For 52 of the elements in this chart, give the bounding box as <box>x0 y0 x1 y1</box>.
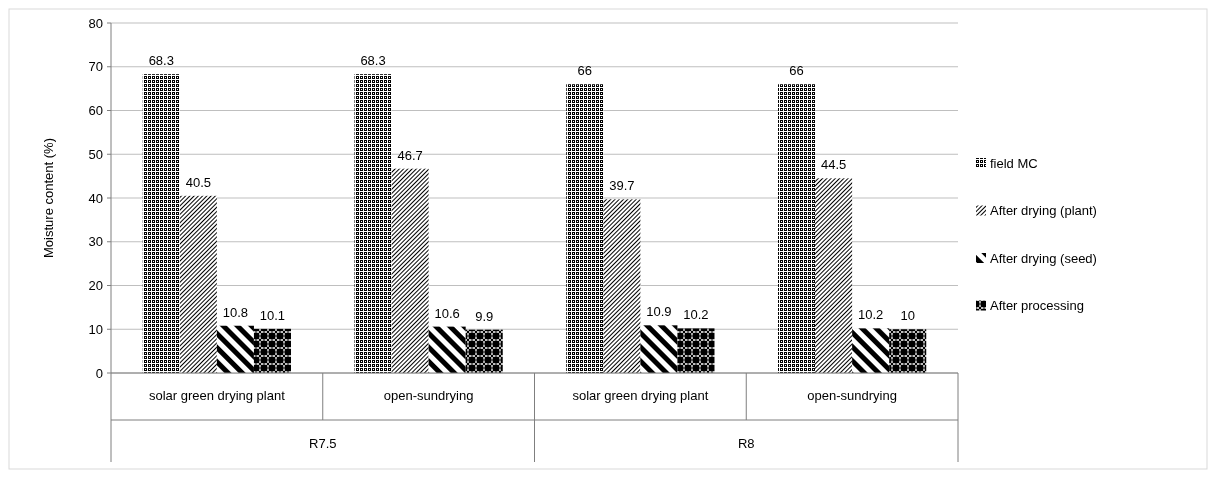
y-tick-label: 0 <box>95 365 103 381</box>
bar <box>465 329 503 373</box>
bar <box>354 74 392 373</box>
legend-label: After drying (plant) <box>990 203 1097 219</box>
data-label: 39.7 <box>609 178 635 194</box>
text: R7.5 <box>309 436 337 451</box>
data-label: 46.7 <box>397 147 423 163</box>
y-tick-label: 80 <box>88 15 103 31</box>
text: R8 <box>737 436 755 451</box>
bar <box>677 328 715 373</box>
bar <box>640 325 678 373</box>
y-tick-label: 20 <box>88 278 103 294</box>
bar <box>216 325 254 373</box>
data-label: 66 <box>789 63 804 79</box>
bar <box>428 326 466 373</box>
legend-label: After processing <box>990 298 1084 314</box>
x-tick-label: open-sundrying <box>383 388 474 403</box>
y-axis-title: Moisture content (%) <box>41 138 56 258</box>
bar <box>852 328 890 373</box>
bar <box>253 328 291 373</box>
y-tick-label: 40 <box>88 190 103 206</box>
data-label: 68.3 <box>148 53 174 69</box>
data-label: 10.2 <box>683 307 709 323</box>
y-tick-label: 60 <box>88 103 103 119</box>
y-tick-label: 30 <box>88 234 103 250</box>
data-label: 10.8 <box>222 304 249 320</box>
bar <box>179 195 217 373</box>
bar <box>815 178 853 373</box>
x-tick-label: solar green drying plant <box>148 388 286 403</box>
data-label: 66 <box>577 63 593 79</box>
bar <box>603 199 641 373</box>
legend-label: field MC <box>990 155 1038 171</box>
x-tick-label: open-sundrying <box>807 388 897 403</box>
data-label: 44.5 <box>820 157 847 173</box>
bar <box>566 84 604 373</box>
bar <box>889 329 927 373</box>
data-label: 68.3 <box>360 53 386 69</box>
data-label: 10.6 <box>434 305 460 321</box>
legend-label: After drying (seed) <box>990 250 1097 266</box>
y-tick-label: 50 <box>88 146 103 162</box>
bar <box>391 168 429 373</box>
y-tick-label: 70 <box>88 59 103 75</box>
data-label: 9.9 <box>475 308 494 324</box>
x-tick-label: solar green drying plant <box>572 388 709 403</box>
bar <box>778 84 816 373</box>
data-label: 10.2 <box>858 307 884 323</box>
data-label: 10 <box>900 308 915 324</box>
bar <box>142 74 180 373</box>
data-label: 40.5 <box>185 174 211 190</box>
data-label: 10.9 <box>646 304 672 320</box>
data-label: 10.1 <box>259 307 286 323</box>
y-tick-label: 10 <box>88 321 103 337</box>
